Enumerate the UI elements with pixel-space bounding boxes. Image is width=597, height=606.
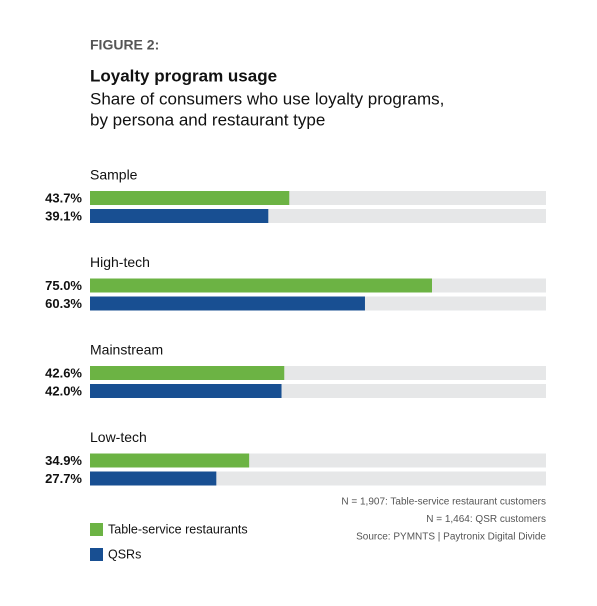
bar (90, 471, 217, 486)
category-label: Sample (90, 167, 138, 183)
value-label: 34.9% (45, 453, 82, 468)
legend-label: QSRs (108, 547, 141, 561)
bar (90, 191, 290, 205)
value-label: 42.0% (45, 383, 82, 398)
note: Source: PYMNTS | Paytronix Digital Divid… (356, 532, 546, 543)
value-label: 60.3% (45, 296, 82, 311)
value-label: 42.6% (45, 365, 82, 380)
figure-label: FIGURE 2: (90, 37, 159, 53)
legend-swatch (90, 548, 103, 561)
bar (90, 384, 282, 398)
value-label: 27.7% (45, 471, 82, 486)
chart-subtitle: Share of consumers who use loyalty progr… (90, 89, 444, 108)
chart-title: Loyalty program usage (90, 66, 277, 85)
bar (90, 453, 250, 468)
note: N = 1,464: QSR customers (426, 514, 546, 525)
bar (90, 366, 285, 380)
category-label: Low-tech (90, 429, 147, 445)
chart-subtitle: by persona and restaurant type (90, 110, 325, 129)
category-label: Mainstream (90, 342, 163, 358)
bar (90, 296, 365, 311)
bar (90, 209, 269, 223)
note: N = 1,907: Table-service restaurant cust… (341, 497, 546, 508)
value-label: 39.1% (45, 208, 82, 223)
legend-label: Table-service restaurants (108, 522, 248, 536)
bar (90, 278, 432, 293)
category-label: High-tech (90, 254, 150, 270)
value-label: 75.0% (45, 278, 82, 293)
legend-swatch (90, 523, 103, 536)
value-label: 43.7% (45, 190, 82, 205)
